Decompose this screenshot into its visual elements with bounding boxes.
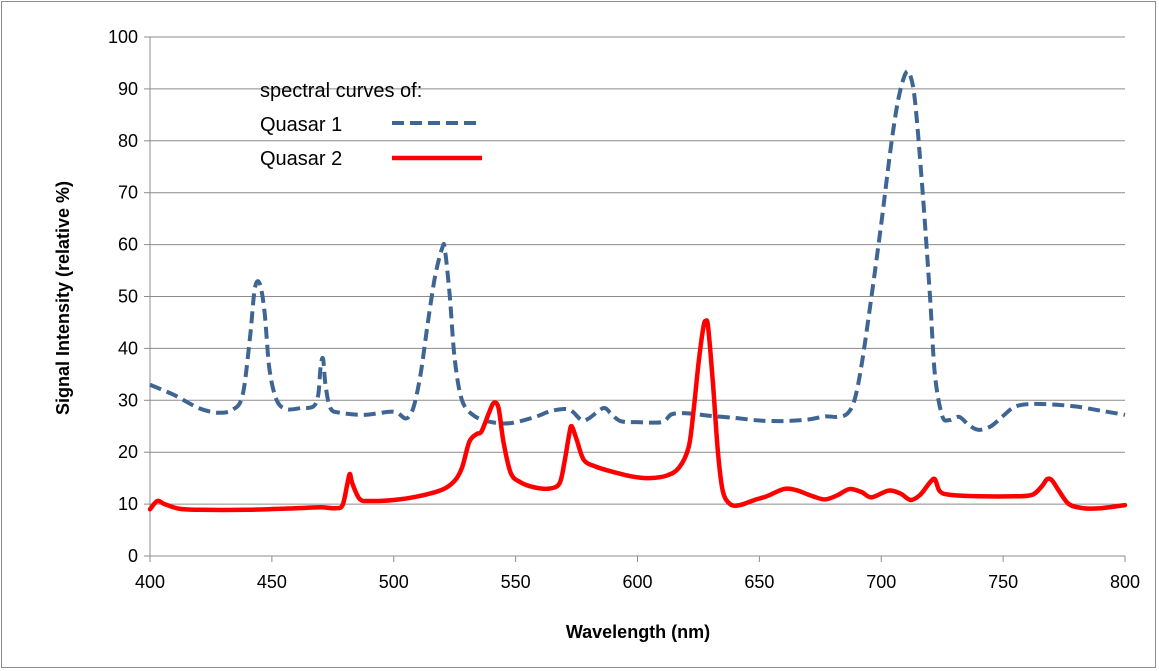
y-tick-label-30: 30 xyxy=(118,390,138,410)
y-axis-title: Signal Intensity (relative %) xyxy=(53,181,73,415)
x-tick-label-450: 450 xyxy=(257,572,287,592)
axes xyxy=(144,36,1126,562)
x-tick-label-700: 700 xyxy=(866,572,896,592)
y-tick-label-10: 10 xyxy=(118,494,138,514)
y-tick-label-0: 0 xyxy=(128,546,138,566)
y-tick-labels: 0 10 20 30 40 50 60 70 80 90 100 xyxy=(108,27,138,566)
series-lines xyxy=(147,69,1128,513)
x-tick-label-500: 500 xyxy=(379,572,409,592)
x-tick-label-800: 800 xyxy=(1110,572,1140,592)
x-tick-label-600: 600 xyxy=(622,572,652,592)
y-tick-label-20: 20 xyxy=(118,442,138,462)
legend-heading: spectral curves of: xyxy=(260,80,422,102)
series-line-quasar-1 xyxy=(149,69,1126,432)
y-tick-label-100: 100 xyxy=(108,27,138,47)
x-tick-labels: 400 450 500 550 600 650 700 750 800 xyxy=(135,572,1140,592)
y-tick-label-90: 90 xyxy=(118,79,138,99)
y-tick-label-60: 60 xyxy=(118,235,138,255)
legend-label-quasar-2: Quasar 2 xyxy=(260,148,342,170)
x-tick-label-550: 550 xyxy=(501,572,531,592)
y-tick-label-70: 70 xyxy=(118,183,138,203)
y-tick-label-40: 40 xyxy=(118,338,138,358)
x-tick-label-400: 400 xyxy=(135,572,165,592)
x-axis-title: Wavelength (nm) xyxy=(566,622,710,642)
legend: spectral curves of: Quasar 1 Quasar 2 xyxy=(260,80,482,170)
y-tick-label-50: 50 xyxy=(118,287,138,307)
x-tick-label-650: 650 xyxy=(744,572,774,592)
series-line-quasar-2 xyxy=(147,318,1128,513)
legend-label-quasar-1: Quasar 1 xyxy=(260,114,342,136)
x-tick-label-750: 750 xyxy=(988,572,1018,592)
y-tick-label-80: 80 xyxy=(118,131,138,151)
gridlines xyxy=(150,36,1125,505)
